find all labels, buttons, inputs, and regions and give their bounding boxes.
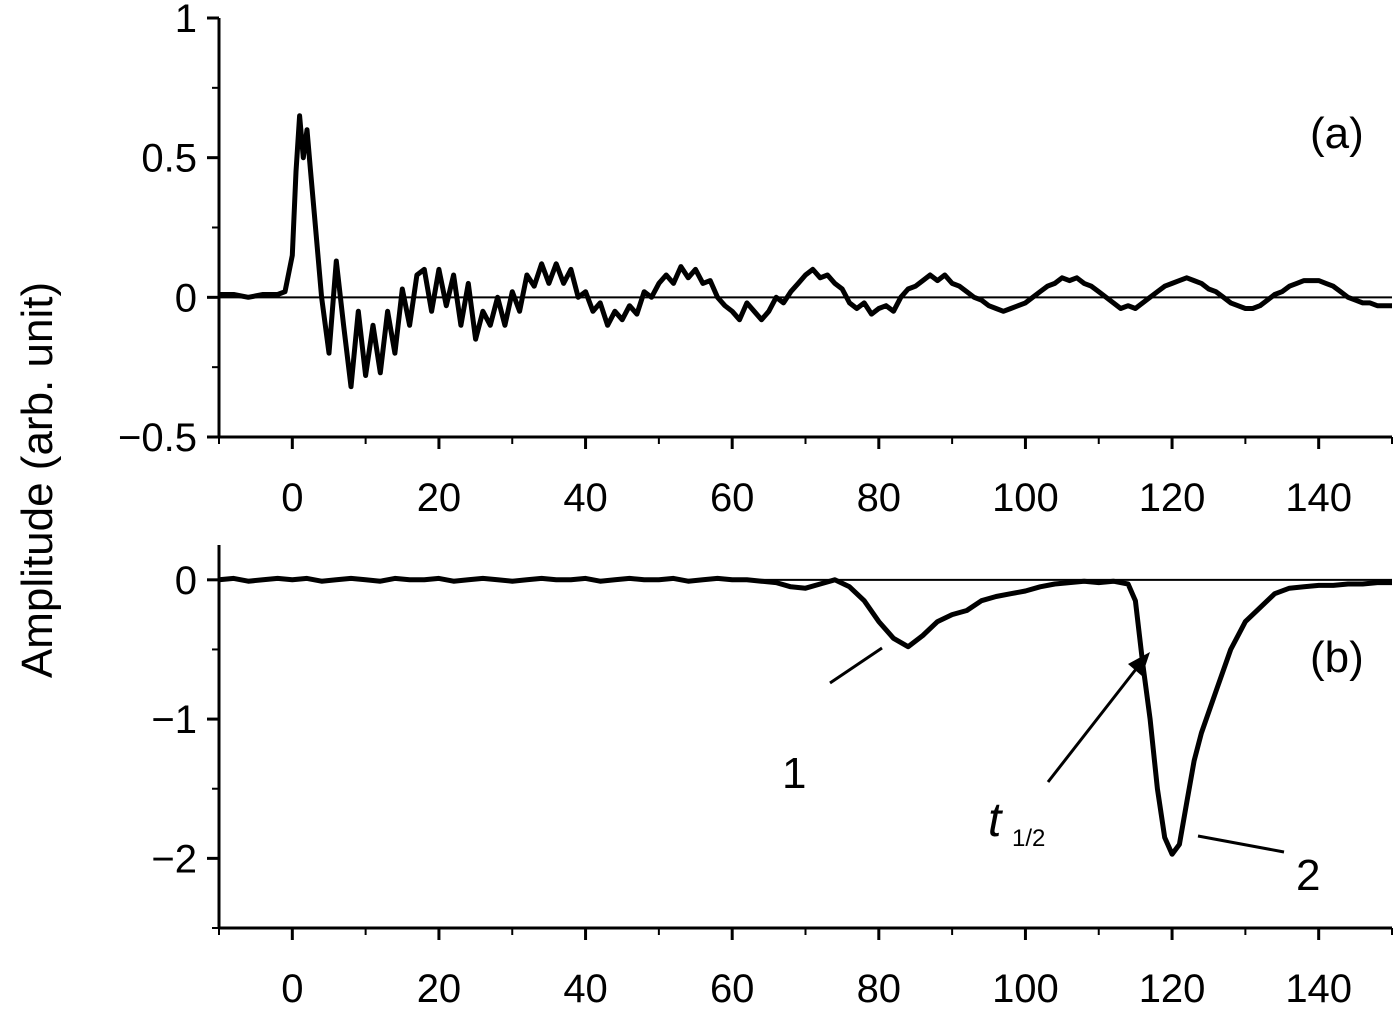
x-tick-label: 100 — [992, 476, 1059, 520]
y-tick-label: 1 — [175, 0, 197, 41]
y-tick-label: 0.5 — [141, 137, 197, 181]
y-tick-label: −0.5 — [118, 416, 197, 460]
leader-line — [829, 646, 883, 685]
x-tick-label: 20 — [417, 967, 462, 1011]
leader-line — [1197, 834, 1285, 854]
x-tick-label: 100 — [992, 967, 1059, 1011]
arrow-line — [1046, 663, 1142, 783]
x-tick-label: 140 — [1285, 967, 1352, 1011]
x-tick-label: 40 — [563, 476, 608, 520]
x-tick-label: 40 — [563, 967, 608, 1011]
y-tick-label: −2 — [151, 837, 197, 881]
annotation: 1 — [782, 749, 806, 798]
y-tick-label: 0 — [175, 559, 197, 603]
annotation-subscript: 1/2 — [1012, 825, 1045, 852]
y-tick-label: −1 — [151, 698, 197, 742]
x-tick-label: 0 — [281, 476, 303, 520]
panel-label: (b) — [1310, 633, 1364, 682]
data-line — [219, 113, 1392, 390]
x-tick-label: 120 — [1139, 967, 1206, 1011]
data-line — [218, 575, 1392, 857]
x-tick-label: 20 — [417, 476, 462, 520]
annotation: 2 — [1296, 851, 1320, 900]
x-tick-label: 0 — [281, 967, 303, 1011]
x-tick-label: 80 — [857, 967, 902, 1011]
y-tick-label: 0 — [175, 276, 197, 320]
annotation: t — [988, 794, 1003, 847]
x-tick-label: 120 — [1139, 476, 1206, 520]
x-tick-label: 60 — [710, 476, 755, 520]
x-tick-label: 60 — [710, 967, 755, 1011]
y-axis-label: Amplitude (arb. unit) — [13, 282, 62, 678]
x-tick-label: 80 — [857, 476, 902, 520]
panel-label: (a) — [1310, 109, 1364, 158]
x-tick-label: 140 — [1285, 476, 1352, 520]
arrow-head — [1128, 652, 1150, 676]
